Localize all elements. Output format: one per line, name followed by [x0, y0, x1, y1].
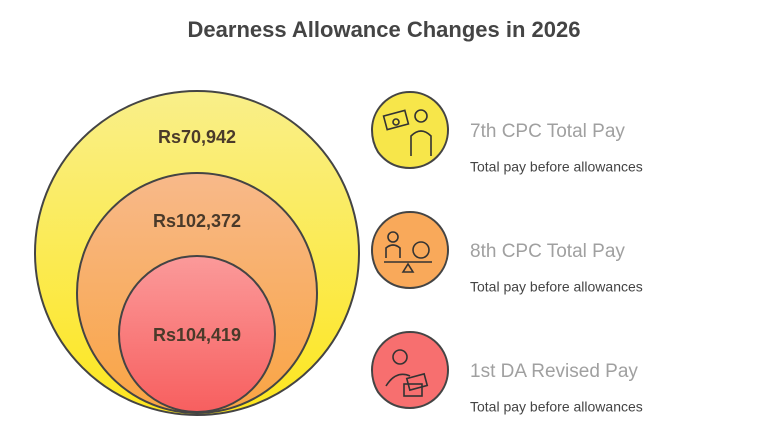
inner-circle — [118, 255, 276, 413]
item-label: 7th CPC Total Pay — [470, 121, 625, 142]
icon-bubble — [370, 211, 449, 290]
item-description: Total pay before allowances — [470, 279, 643, 295]
item-description: Total pay before allowances — [470, 399, 643, 415]
item-description: Total pay before allowances — [470, 159, 643, 175]
item-label: 8th CPC Total Pay — [470, 241, 625, 262]
amount: Rs70,942 — [158, 127, 236, 147]
amount: Rs102,372 — [153, 211, 241, 231]
icon-bubble — [370, 331, 449, 410]
amount: Rs104,419 — [153, 325, 241, 345]
icon-bubble — [370, 91, 449, 170]
item-label: 1st DA Revised Pay — [470, 361, 638, 382]
title: Dearness Allowance Changes in 2026 — [188, 17, 581, 42]
